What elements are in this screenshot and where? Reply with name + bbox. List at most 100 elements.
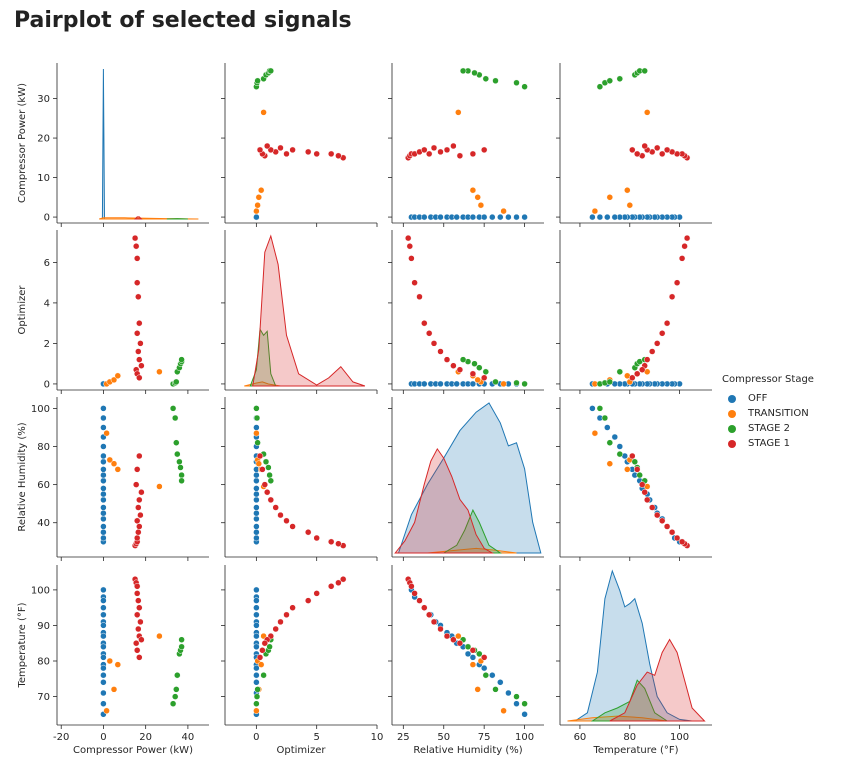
scatter-point-stage-1 (136, 604, 143, 611)
scatter-point-transition (254, 201, 261, 209)
x-tick-label: 20 (139, 732, 152, 743)
x-axis-label: Optimizer (277, 745, 327, 756)
x-tick-label: 60 (574, 732, 587, 743)
scatter-point-stage-2 (174, 671, 181, 679)
scatter-point-stage-2 (476, 650, 483, 658)
scatter-point-transition (474, 686, 481, 693)
scatter-point-transition (643, 109, 651, 116)
scatter-point-stage-1 (638, 481, 646, 488)
scatter-point-stage-1 (658, 517, 666, 525)
scatter-point-transition (500, 207, 507, 215)
y-axis-label: Optimizer (17, 285, 28, 335)
scatter-point-stage-2 (253, 693, 261, 700)
scatter-point-stage-2 (265, 464, 272, 471)
scatter-point-stage-1 (131, 234, 139, 242)
scatter-point-off (100, 671, 107, 679)
scatter-point-stage-1 (135, 528, 142, 536)
scatter-point-off (100, 490, 107, 498)
scatter-point-off (253, 604, 260, 611)
scatter-point-stage-2 (176, 458, 183, 466)
scatter-point-off (497, 679, 504, 686)
scatter-point-transition (103, 429, 110, 437)
y-tick-label: 100 (31, 404, 50, 415)
scatter-point-stage-1 (456, 366, 464, 373)
scatter-point-stage-2 (254, 77, 261, 85)
scatter-point-stage-1 (327, 538, 335, 546)
x-tick-label: 100 (670, 732, 689, 743)
scatter-point-stage-1 (683, 234, 691, 242)
scatter-point-off (100, 664, 107, 672)
scatter-point-stage-2 (616, 450, 624, 458)
scatter-point-off (100, 643, 107, 651)
kde-stage-2 (590, 679, 669, 722)
scatter-point-off (100, 604, 107, 611)
scatter-point-off (521, 213, 528, 221)
scatter-point-stage-1 (272, 625, 279, 633)
scatter-point-stage-2 (482, 75, 490, 83)
scatter-point-off (253, 528, 260, 536)
kde-stage-1 (394, 447, 495, 554)
scatter-point-stage-1 (136, 496, 143, 504)
scatter-point-stage-1 (663, 146, 671, 154)
scatter-point-off (497, 213, 504, 221)
x-axis-label: Temperature (°F) (592, 745, 678, 756)
scatter-point-stage-1 (259, 466, 266, 473)
scatter-point-stage-1 (681, 242, 688, 250)
scatter-point-stage-1 (135, 625, 142, 633)
scatter-point-stage-1 (133, 279, 141, 286)
kde-stage-1 (609, 638, 706, 722)
scatter-point-stage-1 (137, 340, 144, 347)
legend-item-stage-2: STAGE 2 (722, 421, 814, 436)
scatter-point-stage-1 (335, 540, 342, 547)
scatter-point-off (100, 586, 107, 594)
y-tick-label: 10 (37, 173, 50, 184)
scatter-point-stage-2 (178, 477, 185, 485)
scatter-point-stage-1 (256, 146, 264, 154)
scatter-point-stage-1 (133, 590, 141, 597)
scatter-point-off (464, 650, 472, 658)
scatter-point-stage-2 (606, 439, 614, 446)
scatter-point-stage-2 (178, 471, 185, 479)
scatter-point-stage-1 (339, 575, 347, 583)
scatter-point-transition (114, 661, 122, 668)
scatter-point-stage-2 (267, 67, 275, 75)
scatter-point-transition (624, 186, 631, 194)
scatter-point-stage-1 (133, 583, 141, 590)
scatter-point-off (253, 496, 260, 504)
scatter-point-stage-1 (404, 234, 412, 242)
scatter-point-stage-1 (263, 488, 271, 496)
scatter-point-transition (255, 194, 263, 201)
y-tick-label: 70 (37, 692, 50, 703)
scatter-point-off (437, 213, 444, 221)
scatter-point-stage-2 (513, 79, 520, 87)
scatter-point-off (453, 213, 460, 221)
scatter-point-stage-1 (416, 293, 423, 301)
scatter-point-stage-1 (443, 146, 451, 154)
scatter-point-off (100, 496, 107, 504)
y-tick-label: 40 (37, 518, 50, 529)
legend-marker (728, 409, 736, 418)
scatter-point-stage-2 (178, 356, 185, 363)
scatter-point-stage-1 (443, 356, 451, 363)
scatter-point-stage-1 (629, 374, 636, 382)
scatter-point-off (100, 622, 107, 629)
scatter-point-off (253, 504, 260, 511)
scatter-point-off (100, 515, 107, 523)
scatter-point-stage-2 (266, 643, 273, 651)
page-title: Pairplot of selected signals (14, 8, 352, 33)
scatter-point-off (100, 528, 107, 536)
scatter-point-stage-1 (408, 255, 415, 262)
scatter-point-transition (110, 376, 118, 384)
scatter-point-stage-1 (335, 152, 342, 160)
x-axis-label: Compressor Power (kW) (73, 745, 193, 756)
scatter-point-stage-1 (289, 523, 296, 530)
scatter-point-stage-2 (471, 69, 478, 77)
scatter-point-stage-2 (253, 414, 261, 422)
scatter-point-off (100, 632, 107, 640)
scatter-point-stage-1 (678, 255, 686, 262)
scatter-point-off (469, 654, 477, 661)
legend-label: STAGE 1 (748, 438, 790, 449)
scatter-point-stage-1 (443, 632, 451, 640)
scatter-point-stage-1 (138, 636, 145, 643)
